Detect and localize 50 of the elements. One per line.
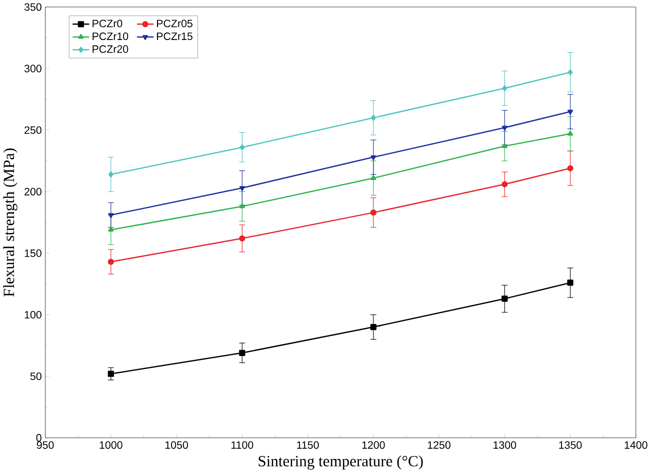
y-tick-label: 150 [24,250,42,258]
x-tick-label: 1250 [428,441,450,449]
y-axis-title: Flexural strength (MPa) [3,148,18,297]
point [370,210,376,216]
x-tick-label: 1300 [494,441,516,449]
x-tick-label: 1100 [231,441,254,449]
point [568,110,573,115]
y-tick-label: 250 [24,126,42,134]
point [108,226,114,232]
point [239,203,245,208]
y-tick-label: 350 [24,3,42,11]
x-axis-title: Sintering temperature (°C) [258,456,423,470]
point [567,280,574,286]
point [108,171,114,178]
y-tick-label: 300 [24,64,42,72]
point [502,143,508,148]
y-tick-label: 200 [24,188,42,196]
x-tick-label: 1150 [297,441,319,449]
x-tick-label: 950 [36,441,54,449]
point [370,175,376,180]
point [502,181,508,188]
legend-label: PCZr0 [92,20,122,28]
point [108,213,114,218]
point [502,296,508,302]
point [502,126,508,131]
legend-label: PCZr10 [92,32,128,40]
x-tick-label: 1200 [362,441,385,449]
point [239,186,245,192]
point [370,114,376,121]
legend-label: PCZr15 [156,32,192,40]
point [108,258,114,265]
x-tick-label: 1050 [165,441,188,449]
point [567,165,574,172]
x-tick-label: 1350 [559,441,582,449]
legend-label: PCZr20 [92,45,128,53]
legend-label: PCZr05 [156,20,192,28]
point [370,324,376,330]
point [239,350,246,356]
y-tick-label: 0 [36,434,42,442]
point [239,235,246,242]
point [568,130,573,136]
point [502,85,508,92]
x-tick-label: 1400 [624,441,648,449]
y-tick-label: 50 [30,372,42,380]
point [108,370,114,377]
x-tick-label: 1000 [100,441,122,449]
point [568,69,573,76]
point [240,144,245,150]
y-tick-label: 100 [24,311,42,319]
point [370,155,376,160]
